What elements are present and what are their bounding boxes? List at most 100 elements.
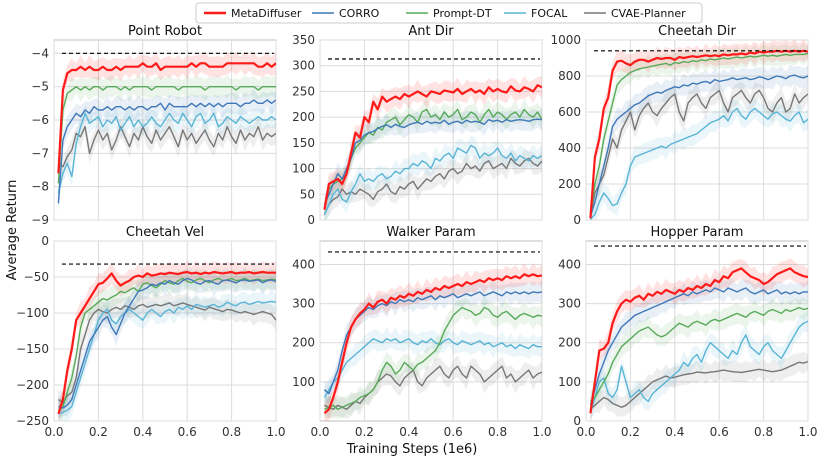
panel-ant-dir-line-metadiffuser	[323, 84, 542, 210]
panel-ant-dir-line-corro	[323, 118, 542, 205]
panel-walker-param-xtick-label: 0.0	[310, 425, 329, 439]
legend-label-metadiffuser: MetaDiffuser	[231, 7, 302, 20]
panel-cheetah-vel-xtick-label: 1.0	[266, 425, 285, 439]
panel-cheetah-vel-line-cvae-planner	[57, 302, 276, 404]
legend-label-prompt-dt: Prompt-DT	[433, 7, 492, 20]
panel-walker-param: 0.0 0.2 0.4 0.6 0.8 1.0 100 200 300 400 Walker Par…	[292, 225, 551, 439]
panel-cheetah-vel-ytick-label: 0	[41, 234, 49, 248]
panel-hopper-param-ytick-label: 100	[558, 375, 581, 389]
legend: MetaDiffuser CORRO Prompt-DT FOCAL CVAE-Plan…	[195, 2, 703, 24]
panel-cheetah-vel-line-metadiffuser	[57, 270, 276, 415]
panel-hopper-param-title: Hopper Param	[651, 225, 744, 240]
panel-ant-dir-line-cvae-planner	[323, 157, 542, 216]
panel-ant-dir-line-focal	[323, 144, 542, 216]
panel-walker-param-band-prompt-dt	[324, 296, 542, 420]
panel-walker-param-ytick-label: 100	[292, 375, 315, 389]
panel-walker-param-line-cvae-planner	[324, 365, 542, 410]
panel-ant-dir-ytick-label: 100	[292, 162, 315, 176]
panel-hopper-param-plot-area	[585, 240, 809, 422]
panel-point-robot-series-group	[57, 51, 276, 215]
panel-cheetah-dir-line-corro	[589, 74, 808, 217]
panel-ant-dir: 0 50 100 150 200 250 300 350 Ant Dir	[292, 24, 543, 227]
panel-ant-dir-line-prompt-dt	[323, 108, 542, 210]
panel-cheetah-dir: 0 200 400 600 800 1000 Cheetah Dir	[550, 24, 809, 227]
panel-point-robot: −9 −8 −7 −6 −5 −4 Point Robot	[31, 24, 277, 227]
panel-hopper-param-band-prompt-dt	[590, 297, 808, 414]
panel-cheetah-dir-ytick-label: 0	[573, 213, 581, 227]
panel-hopper-param: 0.0 0.2 0.4 0.6 0.8 1.0 0 100 200 300 400 Hopper Pa…	[558, 225, 817, 439]
panel-hopper-param-line-prompt-dt	[589, 306, 808, 402]
panel-cheetah-vel-xtick-label: 0.6	[178, 425, 197, 439]
panel-cheetah-dir-line-cvae-planner	[589, 89, 808, 217]
panel-hopper-param-ytick-label: 400	[558, 257, 581, 271]
panel-point-robot-line-metadiffuser	[57, 62, 276, 174]
panel-cheetah-dir-ytick-label: 1000	[550, 33, 581, 47]
panel-ant-dir-plot-area	[319, 39, 543, 221]
panel-cheetah-vel-ytick-label: −250	[16, 414, 49, 428]
panel-cheetah-dir-series-group	[589, 40, 808, 220]
panel-ant-dir-band-metadiffuser	[324, 75, 542, 219]
legend-label-cvae-planner: CVAE-Planner	[611, 7, 686, 20]
panel-point-robot-ytick-label: −7	[31, 146, 49, 160]
panel-cheetah-dir-title: Cheetah Dir	[658, 24, 736, 39]
panel-ant-dir-ytick-label: 150	[292, 136, 315, 150]
panel-ant-dir-title: Ant Dir	[408, 24, 454, 39]
panel-walker-param-title: Walker Param	[386, 225, 475, 240]
panel-walker-param-xtick-label: 0.4	[399, 425, 418, 439]
panel-cheetah-vel-band-cvae-planner	[58, 292, 276, 414]
panel-cheetah-vel-plot-area	[53, 240, 277, 422]
panel-walker-param-band-corro	[324, 280, 542, 406]
panel-cheetah-dir-band-corro	[590, 64, 808, 220]
panel-walker-param-line-metadiffuser	[323, 273, 542, 415]
x-axis-label: Training Steps (1e6)	[346, 442, 478, 457]
panel-hopper-param-ytick-label: 300	[558, 297, 581, 311]
panel-walker-param-ytick-label: 300	[292, 297, 315, 311]
panel-ant-dir-ytick-label: 0	[307, 213, 315, 227]
panel-cheetah-vel-ytick-label: −150	[16, 342, 49, 356]
panel-point-robot-ytick-label: −4	[31, 46, 49, 60]
panel-hopper-param-band-cvae-planner	[590, 351, 808, 421]
panel-ant-dir-series-group	[323, 75, 542, 220]
panel-cheetah-dir-line-prompt-dt	[589, 52, 808, 217]
panel-ant-dir-ytick-label: 250	[292, 84, 315, 98]
panel-point-robot-band-cvae-planner	[58, 115, 276, 178]
panel-cheetah-dir-ytick-label: 400	[558, 141, 581, 155]
panel-walker-param-ytick-label: 200	[292, 336, 315, 350]
panel-cheetah-vel-band-prompt-dt	[58, 266, 276, 420]
panel-point-robot-band-corro	[58, 88, 276, 215]
panel-cheetah-dir-ytick-label: 800	[558, 69, 581, 83]
panel-hopper-param-xtick-label: 1.0	[798, 425, 817, 439]
panel-cheetah-dir-band-prompt-dt	[590, 42, 808, 220]
panel-walker-param-line-focal	[323, 338, 542, 398]
panel-cheetah-dir-line-metadiffuser	[589, 49, 808, 219]
legend-label-corro: CORRO	[339, 7, 380, 20]
panel-ant-dir-band-corro	[324, 108, 542, 213]
panel-cheetah-vel-xtick-label: 0.0	[44, 425, 63, 439]
panel-ant-dir-band-cvae-planner	[324, 149, 542, 220]
panel-hopper-param-line-corro	[589, 287, 808, 406]
panel-cheetah-vel-xtick-label: 0.8	[222, 425, 241, 439]
panel-hopper-param-ytick-label: 0	[573, 414, 581, 428]
panel-cheetah-vel-xtick-label: 0.2	[89, 425, 108, 439]
panel-ant-dir-ytick-label: 200	[292, 110, 315, 124]
panel-walker-param-series-group	[323, 262, 542, 421]
panel-cheetah-vel-line-corro	[58, 277, 276, 409]
panel-cheetah-vel-band-metadiffuser	[58, 260, 276, 421]
legend-frame	[195, 2, 703, 24]
panel-point-robot-title: Point Robot	[128, 24, 202, 39]
panel-hopper-param-xtick-label: 0.4	[665, 425, 684, 439]
panel-hopper-param-ytick-label: 200	[558, 336, 581, 350]
panel-walker-param-band-focal	[324, 327, 542, 406]
panel-cheetah-vel-series-group	[57, 260, 276, 421]
panel-hopper-param-series-group	[589, 258, 808, 421]
panel-hopper-param-xtick-label: 0.6	[710, 425, 729, 439]
panel-point-robot-line-corro	[57, 99, 276, 204]
panel-hopper-param-line-metadiffuser	[589, 267, 808, 414]
panel-walker-param-band-cvae-planner	[324, 355, 542, 419]
panel-cheetah-dir-line-focal	[589, 107, 808, 220]
panel-point-robot-band-focal	[58, 101, 276, 205]
panel-ant-dir-ytick-label: 350	[292, 33, 315, 47]
panel-ant-dir-ytick-label: 50	[300, 187, 315, 201]
panel-cheetah-dir-ytick-label: 600	[558, 105, 581, 119]
panel-walker-param-line-prompt-dt	[324, 306, 542, 410]
